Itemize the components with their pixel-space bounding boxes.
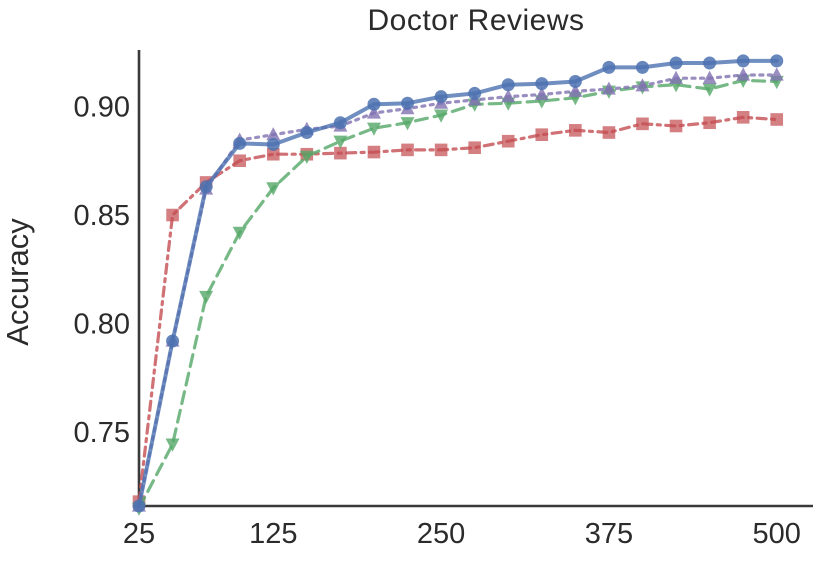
marker-square-red-dashdot-squares bbox=[434, 143, 448, 157]
marker-circle-blue-solid-circles bbox=[602, 60, 616, 74]
x-tick-label: 25 bbox=[123, 518, 155, 550]
marker-square-red-dashdot-squares bbox=[468, 141, 481, 155]
series-line-red-dashdot-squares bbox=[137, 115, 779, 504]
marker-triangle-down-green-dashed-triangles-down bbox=[702, 83, 717, 97]
marker-square-red-dashdot-squares bbox=[266, 147, 280, 161]
marker-circle-blue-solid-circles bbox=[703, 56, 717, 70]
marker-square-red-dashdot-squares bbox=[166, 208, 179, 222]
marker-circle-blue-solid-circles bbox=[300, 126, 314, 140]
series-line-purple-dotted-triangles-up bbox=[137, 73, 779, 508]
marker-square-red-dashdot-squares bbox=[334, 146, 347, 160]
marker-triangle-down-green-dashed-triangles-down bbox=[165, 438, 180, 452]
marker-circle-blue-solid-circles bbox=[568, 74, 582, 88]
marker-square-red-dashdot-squares bbox=[501, 134, 515, 148]
marker-circle-blue-solid-circles bbox=[367, 97, 381, 111]
marker-triangle-down-green-dashed-triangles-down bbox=[366, 122, 381, 136]
x-tick-label: 375 bbox=[585, 518, 633, 550]
marker-triangle-up-purple-dotted-triangles-up bbox=[635, 78, 650, 92]
marker-circle-blue-solid-circles bbox=[199, 180, 213, 194]
series-line-green-dashed-triangles-down bbox=[137, 78, 779, 510]
marker-square-red-dashdot-squares bbox=[535, 128, 549, 141]
marker-square-red-dashdot-squares bbox=[569, 124, 582, 137]
marker-triangle-up-purple-dotted-triangles-up bbox=[669, 70, 684, 84]
marker-triangle-up-purple-dotted-triangles-up bbox=[501, 89, 516, 103]
marker-triangle-up-purple-dotted-triangles-up bbox=[534, 86, 549, 101]
marker-circle-blue-solid-circles bbox=[468, 86, 482, 100]
marker-triangle-down-green-dashed-triangles-down bbox=[232, 226, 247, 240]
y-tick-label: 0.75 bbox=[74, 417, 130, 449]
marker-square-red-dashdot-squares bbox=[401, 143, 414, 157]
marker-triangle-up-purple-dotted-triangles-up bbox=[736, 67, 751, 81]
x-tick-label: 500 bbox=[753, 518, 801, 550]
marker-circle-blue-solid-circles bbox=[333, 116, 347, 130]
marker-triangle-up-purple-dotted-triangles-up bbox=[366, 105, 381, 119]
marker-circle-blue-solid-circles bbox=[635, 60, 649, 74]
marker-triangle-down-green-dashed-triangles-down bbox=[434, 109, 449, 123]
x-tick-label: 125 bbox=[249, 518, 297, 550]
marker-square-red-dashdot-squares bbox=[602, 126, 616, 139]
x-tick-label: 250 bbox=[417, 518, 465, 550]
y-tick-label: 0.80 bbox=[74, 309, 130, 341]
marker-triangle-down-green-dashed-triangles-down bbox=[400, 117, 415, 131]
marker-triangle-up-purple-dotted-triangles-up bbox=[568, 83, 583, 97]
marker-circle-blue-solid-circles bbox=[736, 54, 750, 68]
marker-triangle-down-green-dashed-triangles-down bbox=[299, 150, 314, 164]
marker-square-red-dashdot-squares bbox=[233, 154, 246, 168]
marker-circle-blue-solid-circles bbox=[770, 54, 784, 68]
y-tick-label: 0.90 bbox=[74, 91, 130, 123]
marker-circle-blue-solid-circles bbox=[501, 78, 515, 92]
marker-triangle-down-green-dashed-triangles-down bbox=[199, 290, 214, 305]
marker-triangle-up-purple-dotted-triangles-up bbox=[769, 67, 784, 81]
marker-triangle-up-purple-dotted-triangles-up bbox=[702, 70, 717, 84]
marker-triangle-down-green-dashed-triangles-down bbox=[333, 135, 348, 149]
marker-circle-blue-solid-circles bbox=[233, 136, 247, 150]
marker-circle-blue-solid-circles bbox=[166, 334, 180, 348]
marker-circle-blue-solid-circles bbox=[535, 77, 549, 91]
marker-circle-blue-solid-circles bbox=[401, 96, 415, 110]
marker-circle-blue-solid-circles bbox=[434, 90, 448, 104]
marker-square-red-dashdot-squares bbox=[770, 113, 784, 126]
marker-circle-blue-solid-circles bbox=[669, 56, 683, 70]
marker-triangle-down-green-dashed-triangles-down bbox=[266, 182, 281, 196]
marker-circle-blue-solid-circles bbox=[132, 499, 146, 513]
marker-square-red-dashdot-squares bbox=[669, 119, 683, 133]
marker-circle-blue-solid-circles bbox=[266, 137, 280, 151]
marker-triangle-up-purple-dotted-triangles-up bbox=[266, 127, 281, 141]
marker-square-red-dashdot-squares bbox=[367, 145, 381, 159]
marker-square-red-dashdot-squares bbox=[636, 117, 649, 131]
marker-square-red-dashdot-squares bbox=[703, 116, 716, 130]
marker-triangle-up-purple-dotted-triangles-up bbox=[601, 81, 616, 95]
marker-square-red-dashdot-squares bbox=[736, 111, 750, 124]
y-tick-label: 0.85 bbox=[74, 200, 130, 232]
chart-title: Doctor Reviews bbox=[367, 4, 585, 37]
